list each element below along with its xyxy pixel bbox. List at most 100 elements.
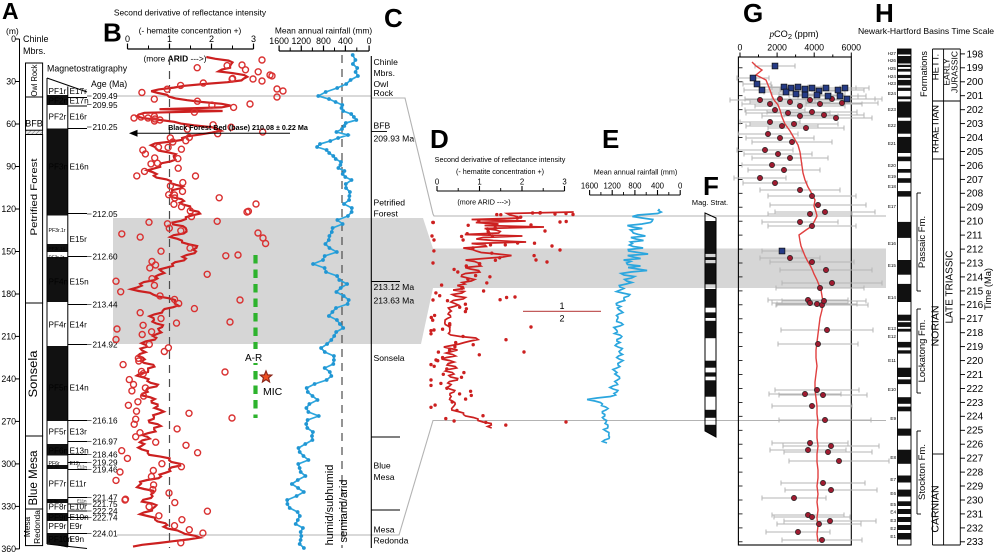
svg-text:Second derivative of reflectan: Second derivative of reflectance intensi… xyxy=(435,155,566,164)
svg-text:3: 3 xyxy=(251,34,256,44)
svg-text:Passaic Fm.: Passaic Fm. xyxy=(917,216,928,268)
svg-text:221: 221 xyxy=(967,370,984,381)
svg-text:210.25: 210.25 xyxy=(93,123,118,132)
svg-text:semiarid/arid: semiarid/arid xyxy=(338,480,350,543)
svg-text:219.46: 219.46 xyxy=(93,466,118,475)
svg-text:330: 330 xyxy=(1,501,16,511)
svg-text:PF9n: PF9n xyxy=(49,513,69,522)
svg-text:1200: 1200 xyxy=(292,36,312,46)
svg-text:209.93 Ma: 209.93 Ma xyxy=(374,134,415,144)
svg-text:H26: H26 xyxy=(888,58,897,63)
svg-text:216: 216 xyxy=(967,300,984,311)
svg-text:Black Forest Bed (base) 210.08: Black Forest Bed (base) 210.08 ± 0.22 Ma xyxy=(168,123,309,132)
svg-text:E: E xyxy=(602,124,619,154)
svg-text:E2: E2 xyxy=(890,526,896,531)
svg-text:223: 223 xyxy=(967,398,984,409)
svg-text:Formations: Formations xyxy=(919,51,929,97)
svg-text:E17r: E17r xyxy=(70,87,88,96)
svg-text:A-R: A-R xyxy=(245,353,262,364)
svg-text:E9r: E9r xyxy=(70,522,83,531)
svg-text:224.01: 224.01 xyxy=(93,530,118,539)
svg-text:216.97: 216.97 xyxy=(93,438,118,447)
svg-text:B: B xyxy=(103,18,122,48)
svg-text:2: 2 xyxy=(209,34,214,44)
svg-text:Blue: Blue xyxy=(374,461,391,471)
svg-text:PF1r: PF1r xyxy=(49,87,67,96)
svg-text:HETT.: HETT. xyxy=(931,54,942,80)
svg-text:C: C xyxy=(384,3,403,33)
svg-text:60: 60 xyxy=(6,119,16,129)
svg-text:199: 199 xyxy=(967,63,984,74)
svg-text:PF3r.1r: PF3r.1r xyxy=(49,228,66,234)
svg-text:PF10n: PF10n xyxy=(49,535,73,544)
svg-text:Redonda: Redonda xyxy=(32,510,42,544)
svg-text:221.47: 221.47 xyxy=(93,494,118,503)
svg-text:Mesa: Mesa xyxy=(374,525,395,535)
svg-text:800: 800 xyxy=(316,36,331,46)
svg-text:90: 90 xyxy=(6,162,16,172)
svg-text:E15r: E15r xyxy=(70,235,88,244)
svg-text:212.05: 212.05 xyxy=(93,210,118,219)
svg-text:213.63 Ma: 213.63 Ma xyxy=(374,296,415,306)
svg-text:PF5r: PF5r xyxy=(49,428,67,437)
svg-text:Time (Ma): Time (Ma) xyxy=(983,268,993,310)
svg-text:220: 220 xyxy=(967,356,984,367)
svg-text:NORIAN: NORIAN xyxy=(930,306,942,347)
svg-text:E12: E12 xyxy=(888,334,897,339)
svg-text:Age (Ma): Age (Ma) xyxy=(91,79,127,89)
svg-text:E14: E14 xyxy=(888,295,897,300)
svg-text:E11r: E11r xyxy=(70,480,87,489)
svg-text:201: 201 xyxy=(967,91,984,102)
svg-text:Stockton Fm.: Stockton Fm. xyxy=(917,444,928,500)
svg-text:PF7r: PF7r xyxy=(49,480,67,489)
svg-text:H: H xyxy=(875,0,894,28)
svg-text:218: 218 xyxy=(967,328,984,339)
svg-text:EARLY: EARLY xyxy=(942,58,952,86)
svg-text:Sonsela: Sonsela xyxy=(374,353,405,363)
svg-text:0: 0 xyxy=(435,178,440,187)
svg-text:Magnetostratigraphy: Magnetostratigraphy xyxy=(47,64,128,74)
svg-text:200: 200 xyxy=(967,77,984,88)
svg-text:(m): (m) xyxy=(6,26,19,36)
svg-text:Mean annual rainfall (mm): Mean annual rainfall (mm) xyxy=(275,26,372,36)
svg-text:Mesa: Mesa xyxy=(374,472,395,482)
svg-text:209: 209 xyxy=(967,203,984,214)
svg-text:Second derivative of reflectan: Second derivative of reflectance intensi… xyxy=(114,8,267,18)
svg-text:211: 211 xyxy=(967,231,983,242)
svg-text:PF9r: PF9r xyxy=(49,522,67,531)
svg-text:Chinle: Chinle xyxy=(23,34,49,44)
svg-text:E24: E24 xyxy=(888,91,897,96)
svg-text:214.92: 214.92 xyxy=(93,341,118,350)
svg-text:212: 212 xyxy=(967,245,984,256)
svg-text:228: 228 xyxy=(967,468,984,479)
svg-text:PF4r: PF4r xyxy=(49,321,67,330)
svg-text:PF3r.2r: PF3r.2r xyxy=(49,255,65,261)
svg-text:204: 204 xyxy=(967,133,984,144)
svg-text:PF4n: PF4n xyxy=(49,278,69,287)
svg-text:1600: 1600 xyxy=(269,36,289,46)
svg-text:227: 227 xyxy=(967,454,984,465)
svg-text:Sonsela: Sonsela xyxy=(28,350,40,398)
svg-text:1: 1 xyxy=(167,34,172,44)
svg-text:E3: E3 xyxy=(890,518,896,523)
svg-text:CARNIAN: CARNIAN xyxy=(930,485,942,532)
svg-text:30: 30 xyxy=(6,77,16,87)
svg-text:180: 180 xyxy=(1,289,16,299)
svg-text:PF6r: PF6r xyxy=(49,461,61,467)
svg-text:229: 229 xyxy=(967,481,984,492)
svg-text:D: D xyxy=(430,124,449,154)
svg-text:233: 233 xyxy=(967,537,984,548)
svg-text:213.12 Ma: 213.12 Ma xyxy=(374,282,415,292)
svg-text:Owl: Owl xyxy=(374,79,389,89)
svg-text:H27: H27 xyxy=(888,51,897,56)
svg-text:E6: E6 xyxy=(890,491,896,496)
svg-text:213.44: 213.44 xyxy=(93,301,118,310)
svg-text:Blue Mesa: Blue Mesa xyxy=(28,450,40,506)
svg-text:E18: E18 xyxy=(888,184,897,189)
svg-text:humid/subhumid: humid/subhumid xyxy=(324,465,336,546)
svg-text:E17: E17 xyxy=(888,204,897,209)
svg-text:PF5n: PF5n xyxy=(49,384,69,393)
svg-text:E10: E10 xyxy=(888,387,897,392)
svg-text:Newark-Hartford Basins Time Sc: Newark-Hartford Basins Time Scale xyxy=(858,26,994,36)
svg-text:207: 207 xyxy=(967,175,984,186)
